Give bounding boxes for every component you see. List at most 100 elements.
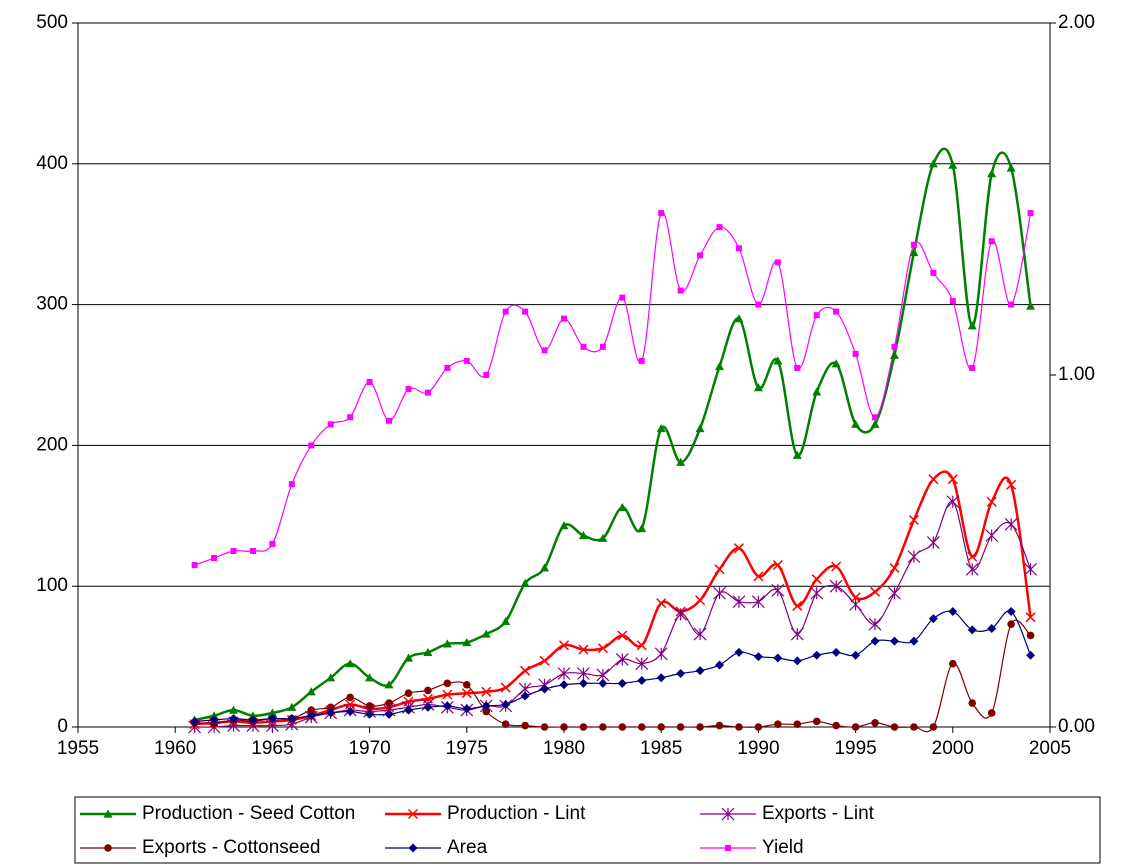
marker [969, 364, 976, 371]
marker [773, 653, 783, 663]
marker [462, 704, 472, 714]
marker [540, 723, 549, 731]
marker [230, 548, 237, 554]
marker [812, 717, 821, 726]
marker [832, 721, 840, 730]
legend-label: Exports - Lint [762, 803, 875, 824]
marker [754, 723, 763, 731]
marker [693, 627, 707, 641]
marker [792, 656, 802, 666]
marker [967, 551, 978, 562]
marker [656, 598, 667, 609]
marker [949, 298, 956, 305]
marker [697, 252, 704, 259]
marker [267, 708, 277, 717]
marker [948, 607, 958, 617]
marker [248, 711, 258, 720]
marker [1008, 301, 1015, 308]
marker [424, 389, 431, 396]
marker [968, 699, 977, 707]
y2-tick-label: 0.00 [1058, 716, 1095, 737]
y-tick-label: 400 [36, 153, 68, 174]
marker [249, 548, 256, 554]
marker [521, 721, 529, 730]
marker [599, 343, 606, 350]
marker [326, 708, 336, 718]
marker [483, 372, 490, 378]
marker [890, 723, 899, 731]
marker [209, 715, 219, 725]
marker [772, 560, 783, 571]
marker [790, 627, 804, 641]
marker [656, 673, 666, 683]
marker [539, 655, 550, 666]
marker [461, 688, 472, 699]
marker [558, 640, 570, 651]
marker [812, 650, 822, 660]
marker [597, 643, 608, 654]
marker [696, 723, 704, 731]
marker [987, 169, 997, 178]
marker [306, 711, 316, 721]
marker [811, 574, 822, 585]
marker [248, 715, 258, 725]
marker [813, 312, 820, 319]
marker [500, 682, 511, 693]
marker [423, 702, 433, 712]
marker [732, 595, 746, 609]
marker [384, 680, 394, 689]
marker [580, 343, 587, 350]
marker [812, 387, 822, 396]
x-tick-label: 1995 [834, 738, 876, 759]
marker [520, 665, 531, 676]
marker [211, 555, 218, 562]
y-tick-label: 200 [36, 434, 68, 455]
marker [715, 721, 724, 730]
marker [578, 644, 589, 655]
marker [870, 419, 880, 428]
marker [910, 241, 917, 248]
marker [442, 701, 452, 711]
marker [753, 652, 763, 662]
marker [871, 718, 879, 727]
marker [831, 561, 842, 572]
marker [1024, 562, 1037, 576]
marker [501, 616, 511, 625]
marker [695, 666, 705, 676]
marker [557, 667, 571, 680]
x-tick-label: 2000 [932, 738, 974, 759]
marker [462, 638, 472, 647]
marker [888, 586, 901, 600]
marker [481, 686, 492, 697]
marker [636, 640, 647, 651]
marker [872, 414, 879, 421]
marker [986, 496, 997, 507]
marker [949, 659, 957, 668]
marker [408, 843, 418, 853]
series-line [194, 501, 1032, 728]
marker [810, 586, 824, 600]
marker [928, 159, 938, 168]
marker [384, 709, 394, 719]
marker [501, 720, 510, 728]
marker [190, 716, 200, 726]
marker [502, 308, 509, 315]
marker [792, 600, 803, 611]
marker [365, 709, 375, 719]
series-line [194, 211, 1032, 566]
marker [1027, 210, 1034, 217]
marker [833, 308, 840, 315]
marker [638, 357, 645, 364]
marker [267, 714, 277, 724]
marker [849, 598, 863, 611]
marker [599, 723, 607, 731]
y-tick-label: 0 [57, 716, 68, 737]
marker [734, 314, 744, 323]
marker [909, 248, 919, 257]
marker [751, 595, 765, 609]
marker [635, 657, 649, 671]
marker [947, 474, 958, 485]
legend-label: Production - Lint [447, 803, 586, 824]
marker [965, 562, 979, 576]
